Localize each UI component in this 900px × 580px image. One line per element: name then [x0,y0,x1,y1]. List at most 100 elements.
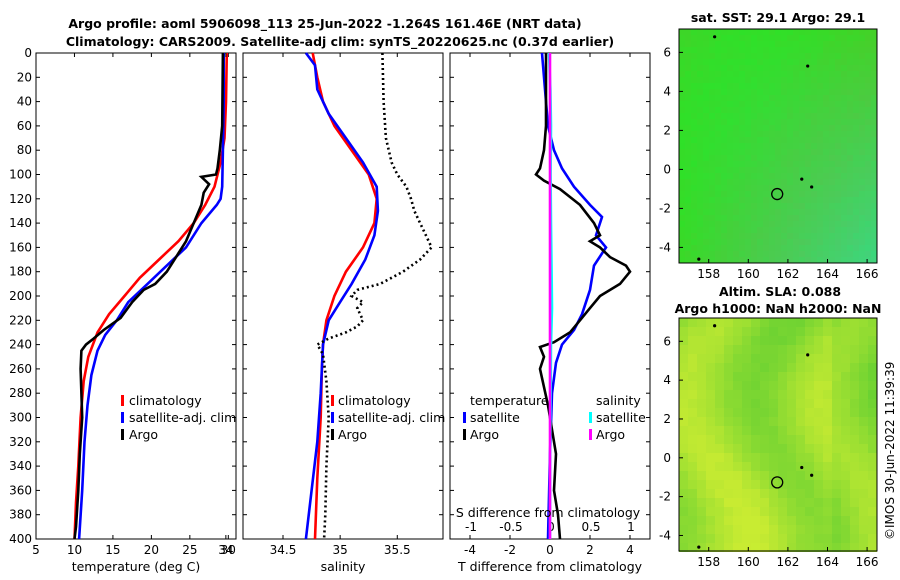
island-dot [713,35,717,39]
map-cell [685,95,691,101]
map-cell [805,498,814,507]
map-cell [853,35,859,41]
map-cell [751,345,760,354]
map-cell [691,185,697,191]
map-cell [859,257,865,263]
map-cell [727,137,733,143]
map-cell [817,233,823,239]
map-cell [715,251,721,257]
map-cell [823,35,829,41]
map-cell [721,77,727,83]
map-cell [715,71,721,77]
map-cell [691,137,697,143]
map-cell [823,251,829,257]
map-cell [793,113,799,119]
map-cell [745,47,751,53]
map-cell [781,125,787,131]
map-cell [715,209,721,215]
map-cell [859,336,868,345]
map-cell [805,161,811,167]
map-cell [742,453,751,462]
map-cell [805,221,811,227]
map-cell [769,435,778,444]
map-cell [835,227,841,233]
map-cell [859,59,865,65]
map-cell [835,107,841,113]
map-cell [721,245,727,251]
map-cell [685,65,691,71]
map-cell [787,245,793,251]
map-cell [817,131,823,137]
map-cell [679,543,688,552]
map-cell [769,354,778,363]
map-cell [715,399,724,408]
map-cell [679,227,685,233]
legend-label-satellite: satellite-adj. clim [129,410,236,425]
map-cell [787,480,796,489]
map-cell [805,327,814,336]
map-cell [805,444,814,453]
map-cell [697,197,703,203]
map-cell [757,29,763,35]
map-cell [739,251,745,257]
map-cell [709,59,715,65]
map-cell [847,155,853,161]
map-cell [727,215,733,221]
map-cell [835,143,841,149]
x-tick-label: 15 [105,543,120,557]
map-cell [763,215,769,221]
map-cell [799,71,805,77]
map-cell [724,471,733,480]
map-title-sla-line1: Altim. SLA: 0.088 [719,284,841,299]
map-cell [829,221,835,227]
map-cell [733,107,739,113]
map-cell [865,209,871,215]
map-cell [787,381,796,390]
map-cell [796,498,805,507]
map-cell [871,209,877,215]
map-cell [709,143,715,149]
map-cell [703,197,709,203]
legend-swatch-satellite [121,412,124,423]
map-cell [769,453,778,462]
map-cell [835,77,841,83]
map-cell [853,95,859,101]
map-cell [793,167,799,173]
map-cell [853,197,859,203]
map-cell [841,47,847,53]
salinity-legend: climatology satellite-adj. clim Argo [331,393,445,442]
map-cell [787,47,793,53]
map-cell [832,453,841,462]
map-cell [865,233,871,239]
map-cell [805,534,814,543]
map-cell [817,179,823,185]
map-cell [742,354,751,363]
map-cell [823,191,829,197]
map-cell [715,167,721,173]
map-cell [715,95,721,101]
map-cell [799,239,805,245]
map-cell [841,345,850,354]
map-cell [745,143,751,149]
map-cell [697,354,706,363]
map-cell [691,59,697,65]
map-cell [817,257,823,263]
map-cell [745,29,751,35]
map-cell [769,233,775,239]
y-tick-label: 60 [17,119,32,133]
map-cell [709,227,715,233]
map-cell [823,354,832,363]
map-cell [760,516,769,525]
map-cell [703,89,709,95]
map-cell [745,113,751,119]
map-cell [817,107,823,113]
map-cell [832,408,841,417]
map-cell [739,125,745,131]
map-cell [811,83,817,89]
map-cell [679,203,685,209]
map-cell [742,417,751,426]
map-cell [685,185,691,191]
map-y-tick-label: 2 [663,412,671,426]
map-cell [853,179,859,185]
map-cell [697,215,703,221]
